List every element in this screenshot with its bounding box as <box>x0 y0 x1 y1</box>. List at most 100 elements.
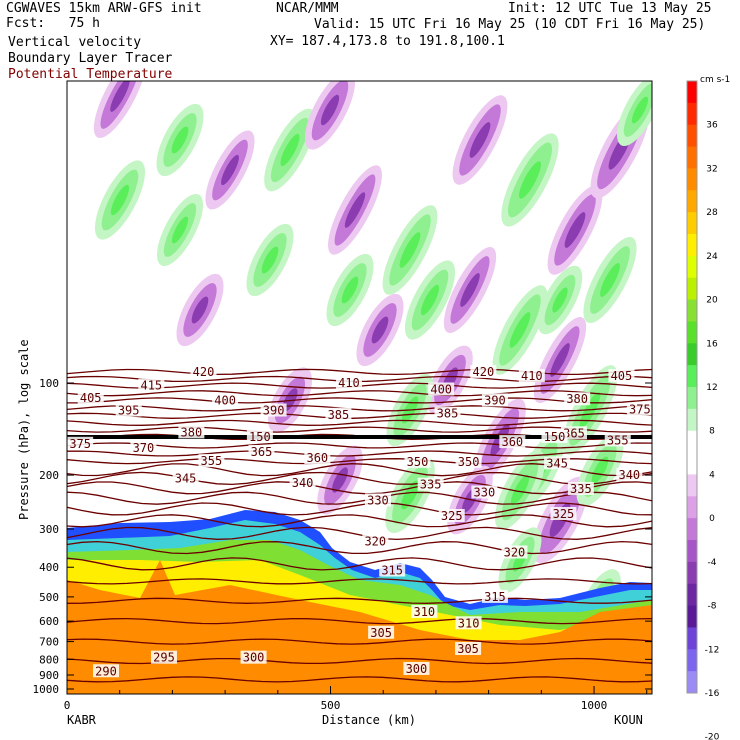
theta-contour <box>67 638 652 645</box>
colorbar-segment <box>687 102 697 126</box>
colorbar-label: 28 <box>706 208 718 218</box>
updraft-cell <box>583 236 637 324</box>
theta-contour <box>67 502 652 516</box>
colorbar-label: 24 <box>706 252 718 262</box>
theta-label: 390 <box>263 404 285 418</box>
field-vertical-velocity: Vertical velocity <box>8 35 142 50</box>
model-title: CGWAVES 15km ARW-GFS init <box>6 1 202 16</box>
theta-label-bg <box>434 406 461 420</box>
colorbar-segment <box>687 343 697 366</box>
theta-contour <box>67 578 652 585</box>
theta-label: 375 <box>69 437 91 451</box>
forecast-hour: Fcst: 75 h <box>6 16 100 31</box>
theta-label: 385 <box>437 407 459 421</box>
colorbar-segment <box>687 540 697 563</box>
x-axis-label: Distance (km) <box>322 713 416 727</box>
theta-label-bg <box>455 454 482 468</box>
theta-label-bg <box>150 650 177 664</box>
theta-label-bg <box>428 382 455 396</box>
colorbar-segment <box>687 627 697 650</box>
updraft-cell <box>617 81 652 147</box>
theta-contour <box>67 442 652 449</box>
theta-label-bg <box>260 403 287 417</box>
theta-label: 330 <box>367 493 389 507</box>
theta-label: 335 <box>570 482 592 496</box>
colorbar-segment <box>687 81 697 104</box>
theta-label: 405 <box>611 369 633 383</box>
theta-label: 305 <box>370 626 392 640</box>
colorbar-label: 0 <box>709 514 715 524</box>
theta-label-bg <box>438 508 465 522</box>
theta-label-bg <box>626 402 652 416</box>
theta-contour <box>67 557 652 571</box>
colorbar-label: -16 <box>705 689 720 699</box>
theta-label: 305 <box>457 642 479 656</box>
theta-label: 375 <box>629 402 651 416</box>
tracer-orange <box>67 560 652 694</box>
colorbar-segment <box>687 277 697 301</box>
theta-label-bg <box>481 393 508 407</box>
theta-label-bg <box>501 545 528 559</box>
colorbar-segment <box>687 299 697 322</box>
downdraft-cell <box>328 165 382 255</box>
theta-label: 380 <box>566 392 588 406</box>
theta-label: 330 <box>474 486 496 500</box>
theta-label-bg <box>567 481 594 495</box>
theta-label-bg <box>455 641 482 655</box>
colorbar-frame <box>686 80 698 694</box>
colorbar-segment <box>687 605 697 628</box>
colorbar-segment <box>687 212 697 235</box>
theta-contour <box>67 597 652 604</box>
updraft-cell <box>492 285 548 375</box>
downdraft-cell <box>93 81 147 138</box>
colorbar-segment <box>687 496 697 519</box>
y-tick-label: 500 <box>39 591 59 604</box>
theta-label: 360 <box>501 435 523 449</box>
colorbar-segment <box>687 671 697 694</box>
theta-label-bg <box>544 456 571 470</box>
theta-label-bg <box>499 435 526 449</box>
theta-label: 340 <box>618 468 640 482</box>
theta-labels: 420 420 415 410 410 405 405 400 400 395 390 390 385 3… <box>67 364 652 678</box>
theta-label: 335 <box>420 478 442 492</box>
updraft-cell <box>537 265 583 335</box>
theta-label-bg <box>77 391 104 405</box>
updraft-cell <box>501 133 559 227</box>
theta-label-bg <box>362 534 389 548</box>
theta-label: 365 <box>251 445 273 459</box>
theta-contour <box>67 405 652 412</box>
theta-contour <box>67 412 652 419</box>
colorbar-segment <box>687 561 697 585</box>
x-axis: 0 500 1000 <box>64 686 648 712</box>
theta-label-bg <box>541 429 568 443</box>
theta-label-bg <box>325 407 352 421</box>
y-axis-label: Pressure (hPa), log scale <box>17 339 31 520</box>
downdraft-cell <box>304 81 356 150</box>
colorbar-label: -12 <box>705 645 720 655</box>
theta-label: 310 <box>458 616 480 630</box>
theta-label: 325 <box>441 509 463 523</box>
colorbar-segment <box>687 387 697 410</box>
theta-contour <box>67 419 652 427</box>
colorbar-segment <box>687 430 697 454</box>
colorbar-label: -8 <box>708 602 717 612</box>
updraft-cell <box>264 108 316 192</box>
theta-label-bg <box>178 425 205 439</box>
theta-label-bg <box>471 485 498 499</box>
colorbar-label: 20 <box>706 296 718 306</box>
theta-label-bg <box>198 454 225 468</box>
colorbar-label: 36 <box>706 121 718 131</box>
valid-time: Valid: 15 UTC Fri 16 May 25 (10 CDT Fri … <box>314 17 706 32</box>
theta-contour <box>67 481 652 495</box>
theta-label: 350 <box>458 455 480 469</box>
plot-area: 420 420 415 410 410 405 405 400 400 395 390 390 385 3… <box>67 81 652 694</box>
updraft-cell <box>156 103 204 177</box>
theta-contour <box>67 397 652 404</box>
theta-label-bg <box>172 471 199 485</box>
boundary-layer-tracer-field <box>67 510 652 694</box>
theta-contour <box>67 491 652 505</box>
theta-contour <box>67 426 652 433</box>
theta-label: 345 <box>175 471 197 485</box>
theta-label: 405 <box>80 391 102 405</box>
